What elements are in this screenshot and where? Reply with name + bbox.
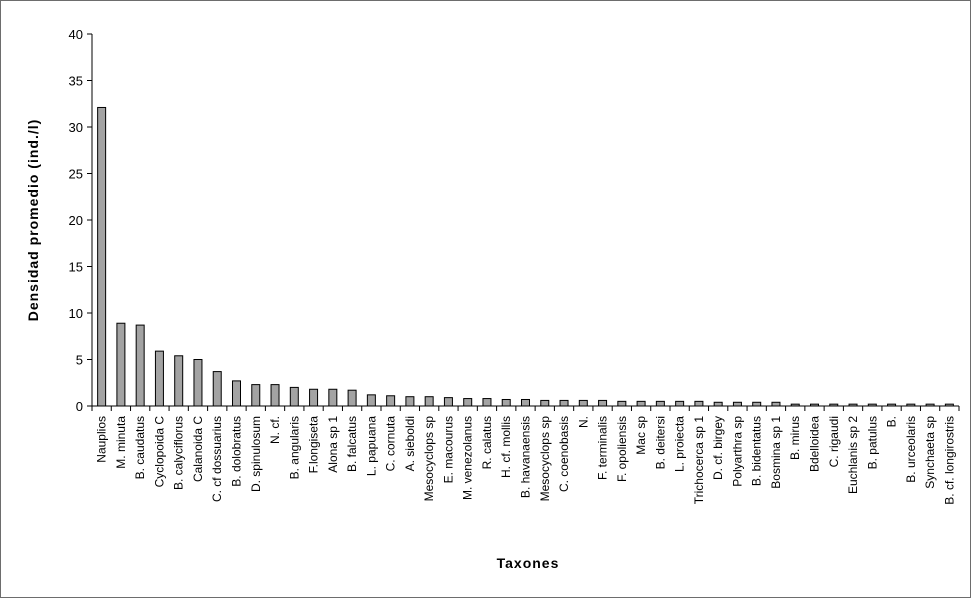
x-tick-label: Trichocerca sp 1 xyxy=(692,416,706,505)
x-tick-label: B. caudatus xyxy=(133,416,147,479)
x-tick-label: Cyclopoida C xyxy=(152,416,166,488)
bar xyxy=(559,399,569,407)
x-tick-label: N. xyxy=(576,416,590,428)
y-tick-label: 40 xyxy=(69,27,83,42)
bar xyxy=(405,396,415,407)
x-tick-label: F. opoliensis xyxy=(615,416,629,482)
x-tick-label: B. calyciflorus xyxy=(172,416,186,490)
bar xyxy=(328,388,338,407)
y-axis-title: Densidad promedio (ind./l) xyxy=(25,119,41,322)
x-tick-label: B. deitersi xyxy=(653,416,667,469)
bar xyxy=(154,350,164,407)
x-tick-label: N. cf. xyxy=(268,416,282,444)
x-tick-label: B. bidentatus xyxy=(750,416,764,486)
bar xyxy=(675,400,685,407)
x-axis-title: Taxones xyxy=(497,555,560,571)
x-tick-label: L. proiecta xyxy=(673,416,687,472)
bar xyxy=(463,398,473,407)
bar xyxy=(309,388,319,407)
bar xyxy=(424,396,434,407)
x-tick-label: B. urceolaris xyxy=(904,416,918,483)
x-tick-label: L. papuana xyxy=(364,416,378,476)
x-tick-label: C. cf dossuarius xyxy=(210,416,224,502)
bar xyxy=(270,384,280,407)
x-tick-label: B. angularis xyxy=(287,416,301,479)
y-tick-label: 10 xyxy=(69,306,83,321)
bar xyxy=(193,359,203,407)
bar xyxy=(212,371,222,407)
x-axis: Nauplios M. minuta B. caudatus Cyclopoida C… xyxy=(91,405,960,505)
bar xyxy=(116,322,126,407)
x-tick-label: H. cf. mollis xyxy=(499,416,513,478)
bar xyxy=(482,398,492,407)
bar xyxy=(251,384,261,407)
y-tick-label: 35 xyxy=(69,74,83,89)
bar xyxy=(636,400,646,407)
x-tick-label: C. coenobasis xyxy=(557,416,571,492)
bar xyxy=(598,399,608,407)
bar xyxy=(97,106,107,407)
x-tick-label: Synchaeta sp xyxy=(923,416,937,489)
x-tick-label: Euchlanis sp 2 xyxy=(846,416,860,494)
bar xyxy=(521,398,530,407)
x-tick-label: M. minuta xyxy=(114,416,128,469)
y-tick-label: 25 xyxy=(69,167,83,182)
x-tick-label: Calanoida C xyxy=(191,416,205,482)
x-tick-label: Nauplios xyxy=(95,416,109,463)
x-tick-label: Bdelloidea xyxy=(808,416,822,472)
bar xyxy=(366,394,376,407)
bar xyxy=(694,400,704,407)
bar xyxy=(289,386,299,407)
y-tick-label: 15 xyxy=(69,260,83,275)
bar xyxy=(443,397,453,407)
x-tick-label: Mac sp xyxy=(634,416,648,455)
bar xyxy=(732,401,742,407)
x-tick-label: Alona sp 1 xyxy=(326,416,340,473)
x-tick-label: B. cf. longirostris xyxy=(942,416,956,505)
bars xyxy=(97,106,954,407)
x-tick-label: B. havanaensis xyxy=(519,416,533,498)
x-tick-label: B. dolobratus xyxy=(230,416,244,487)
bar xyxy=(713,401,723,407)
x-tick-label: D. cf. birgey xyxy=(711,416,725,480)
x-tick-label: B. mirus xyxy=(788,416,802,460)
x-tick-label: M. venezolanus xyxy=(461,416,475,500)
bar xyxy=(617,400,627,407)
bar xyxy=(771,401,781,407)
x-tick-label: D. spinulosum xyxy=(249,416,263,492)
bar xyxy=(655,400,665,407)
y-tick-label: 0 xyxy=(76,399,83,414)
y-axis: 0 5 10 15 20 25 30 35 40 xyxy=(69,27,93,414)
x-tick-label: Polyarthra sp xyxy=(730,416,744,487)
x-tick-label: A. sieboldi xyxy=(403,416,417,471)
y-tick-label: 30 xyxy=(69,120,83,135)
x-tick-label: R. calatus xyxy=(480,416,494,469)
bar xyxy=(540,399,550,407)
bar xyxy=(232,380,241,407)
x-tick-label: C. rigaudi xyxy=(827,416,841,467)
bar xyxy=(752,401,762,407)
x-tick-label: B. patulus xyxy=(865,416,879,469)
bar xyxy=(386,395,396,407)
x-tick-label: Mesocyclops sp xyxy=(538,416,552,502)
bar xyxy=(347,389,357,407)
x-tick-label: B. falcatus xyxy=(345,416,359,472)
x-tick-label: Mesocyclops sp xyxy=(422,416,436,502)
x-tick-label: B. xyxy=(885,416,899,427)
x-tick-label: Bosmina sp 1 xyxy=(769,416,783,489)
bar xyxy=(135,324,145,407)
bar xyxy=(578,399,588,407)
x-tick-label: F.longiseta xyxy=(307,416,321,474)
y-tick-label: 20 xyxy=(69,213,83,228)
x-tick-label: E. macourus xyxy=(441,416,455,483)
bar xyxy=(174,355,184,407)
bar xyxy=(501,398,511,407)
y-tick-label: 5 xyxy=(76,353,83,368)
x-tick-label: F. terminalis xyxy=(596,416,610,480)
x-tick-label: C. cornuta xyxy=(384,416,398,472)
